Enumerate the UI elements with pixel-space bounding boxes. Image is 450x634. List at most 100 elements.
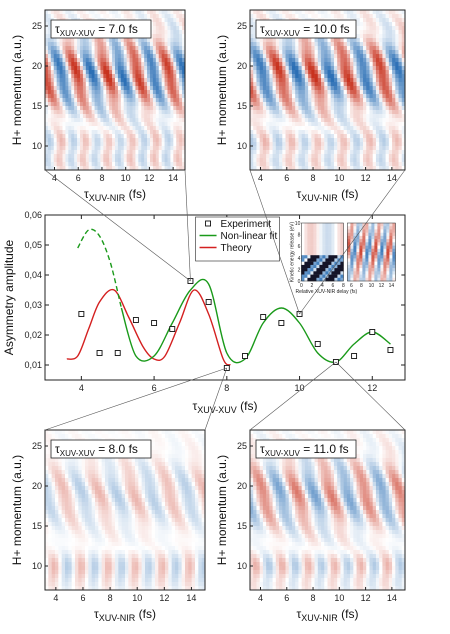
delay-label-box: [255, 19, 357, 39]
asymmetry-chart: 4 6 8 10 120,010,020,030,040,050,06τXUV-XUV …: [2, 210, 406, 415]
x-tick-label: 14: [168, 173, 178, 183]
x-tick-label: 6: [284, 173, 289, 183]
legend-label: Non-linear fit: [221, 231, 278, 242]
experiment-point: [169, 326, 176, 332]
inset-right-frame: [347, 222, 396, 282]
y-tick-label: 0,04: [24, 270, 42, 280]
heatmap-cells: [45, 430, 205, 590]
y-tick-label: 20: [237, 61, 247, 71]
experiment-point: [278, 320, 285, 326]
x-tick-label: 6: [76, 173, 81, 183]
x-tick-label: 10: [121, 173, 131, 183]
delay-label-box: [50, 19, 152, 39]
inset-x-tick-label: 0: [300, 283, 303, 289]
y-tick-label: 15: [32, 101, 42, 111]
x-tick-label: 8: [99, 173, 104, 183]
experiment-point: [132, 317, 139, 323]
heatmap-panel-top-right: 4 6 8 10 12 14 10 15 20 25 τXUV-NIR (fs) H+ momentu…: [215, 9, 406, 203]
y-tick-label: 15: [32, 521, 42, 531]
y-tick-label: 25: [32, 21, 42, 31]
connector-line: [44, 367, 227, 431]
x-tick-label: 14: [186, 593, 196, 603]
nonlinear-fit-line: [120, 278, 391, 364]
x-tick-label: 12: [361, 173, 371, 183]
inset-x-axis-label: Relative XUV-NIR delay (fs): [296, 289, 358, 295]
y-axis-label: H+ momentum (a.u.): [10, 455, 24, 565]
inset-right-map: [347, 223, 396, 282]
y-tick-label: 25: [237, 441, 247, 451]
y-axis-label: Asymmetry amplitude: [2, 239, 16, 355]
inset-right-x-tick-label: 12: [379, 283, 385, 289]
experiment-point: [114, 350, 121, 356]
y-tick-label: 10: [237, 141, 247, 151]
y-tick-label: 0,05: [24, 240, 42, 250]
connector-line: [249, 361, 337, 431]
delay-label: τXUV-XUV = 7.0 fs: [55, 22, 138, 38]
theory-line: [66, 288, 231, 366]
heatmap-panel-top-left: 4 6 8 10 12 14 10 15 20 25 τXUV-NIR (fs) H+ momentu…: [10, 9, 186, 203]
delay-label: τXUV-XUV = 8.0 fs: [55, 442, 138, 458]
connector-line: [204, 367, 228, 431]
inset-right-x-tick-label: 10: [369, 283, 375, 289]
y-tick-label: 10: [237, 561, 247, 571]
experiment-point: [369, 329, 376, 335]
y-tick-label: 0,02: [24, 330, 42, 340]
x-tick-label: 14: [387, 593, 397, 603]
y-tick-label: 0,03: [24, 300, 42, 310]
x-tick-label: 6: [152, 383, 157, 393]
connector-line: [249, 169, 300, 315]
x-tick-label: 10: [132, 593, 142, 603]
delay-label-box: [50, 439, 152, 459]
inset-right-x-tick-label: 8: [360, 283, 363, 289]
legend-label: Experiment: [221, 219, 272, 230]
x-tick-label: 10: [334, 173, 344, 183]
x-tick-label: 4: [79, 383, 84, 393]
heatmap-panel-bottom-right: 4 6 8 10 12 14 10 15 20 25 τXUV-NIR (fs) H+ momentu…: [215, 429, 406, 623]
heatmap-frame: [44, 429, 206, 591]
inset-y-tick-label: 2: [298, 267, 301, 273]
x-axis-label: τXUV-NIR (fs): [297, 187, 359, 203]
legend-marker: [205, 220, 211, 227]
x-tick-label: 6: [80, 593, 85, 603]
delay-label-box: [255, 439, 357, 459]
inset-x-tick-label: 8: [342, 283, 345, 289]
nonlinear-fit-dashed-line: [77, 228, 123, 309]
inset-y-tick-label: 0: [298, 279, 301, 285]
inset-y-axis-label: Kinetic energy release (eV): [289, 222, 295, 283]
experiment-point: [205, 299, 212, 305]
connector-line: [184, 169, 191, 282]
x-tick-label: 8: [311, 173, 316, 183]
y-tick-label: 20: [32, 61, 42, 71]
y-tick-label: 10: [32, 561, 42, 571]
inset-y-tick-label: 10: [295, 221, 301, 227]
experiment-point: [96, 350, 103, 356]
x-tick-label: 14: [387, 173, 397, 183]
x-tick-label: 10: [334, 593, 344, 603]
x-tick-label: 6: [284, 593, 289, 603]
x-tick-label: 8: [224, 383, 229, 393]
x-tick-label: 12: [144, 173, 154, 183]
x-axis-label: τXUV-NIR (fs): [84, 187, 146, 203]
y-tick-label: 25: [32, 441, 42, 451]
y-tick-label: 0,01: [24, 360, 42, 370]
inset-x-tick-label: 4: [321, 283, 324, 289]
x-tick-label: 12: [159, 593, 169, 603]
connector-line: [299, 169, 406, 315]
experiment-point: [387, 347, 394, 353]
y-tick-label: 20: [32, 481, 42, 491]
experiment-point: [314, 341, 321, 347]
inset-x-tick-label: 2: [310, 283, 313, 289]
y-axis-label: H+ momentum (a.u.): [215, 455, 229, 565]
x-axis-label: τXUV-NIR (fs): [297, 607, 359, 623]
y-tick-label: 25: [237, 21, 247, 31]
x-tick-label: 12: [361, 593, 371, 603]
x-tick-label: 8: [108, 593, 113, 603]
inset-right-x-tick-label: 14: [389, 283, 395, 289]
x-tick-label: 8: [311, 593, 316, 603]
heatmap-frame: [249, 429, 406, 591]
x-tick-label: 4: [53, 593, 58, 603]
inset-y-tick-label: 8: [298, 233, 301, 239]
y-tick-label: 15: [237, 521, 247, 531]
